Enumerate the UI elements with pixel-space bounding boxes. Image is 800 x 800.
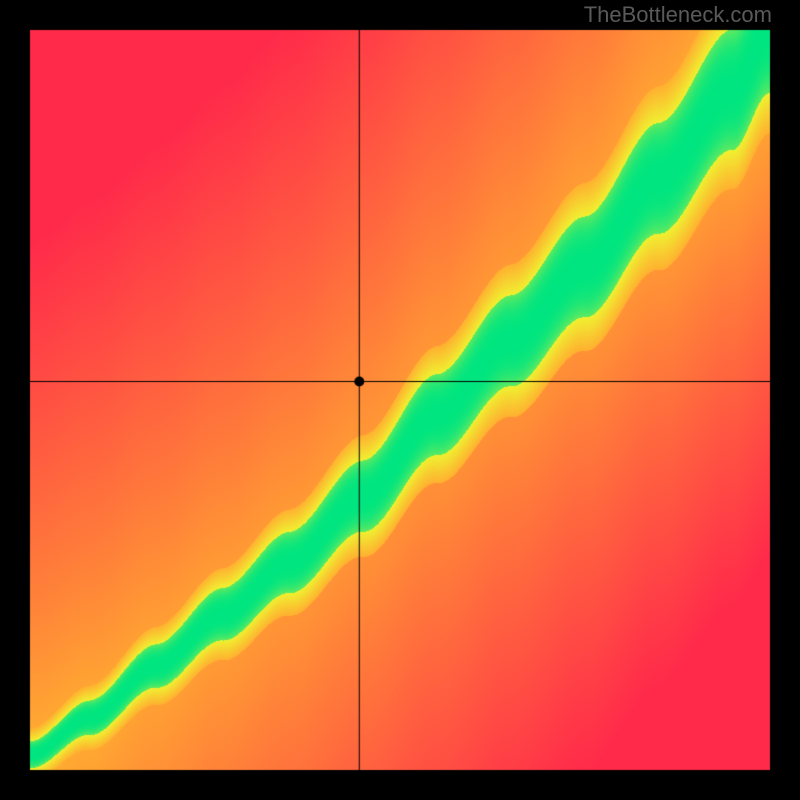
watermark-label: TheBottleneck.com [584,2,772,28]
heatmap-canvas [0,0,800,800]
chart-container: TheBottleneck.com [0,0,800,800]
